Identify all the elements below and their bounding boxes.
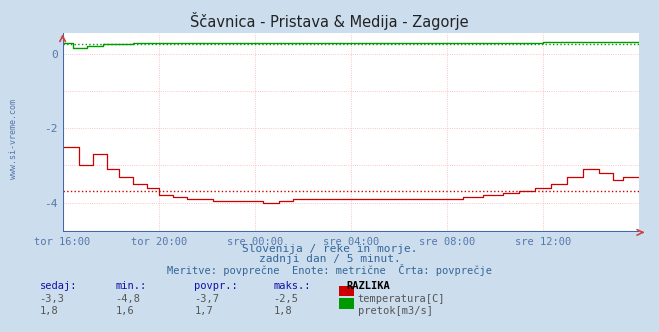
Text: min.:: min.: (115, 281, 146, 290)
Text: maks.:: maks.: (273, 281, 311, 290)
Text: www.si-vreme.com: www.si-vreme.com (9, 100, 18, 179)
Text: temperatura[C]: temperatura[C] (358, 294, 445, 304)
Text: 1,7: 1,7 (194, 306, 213, 316)
Text: -4,8: -4,8 (115, 294, 140, 304)
Text: -2,5: -2,5 (273, 294, 299, 304)
Text: -3,7: -3,7 (194, 294, 219, 304)
Text: RAZLIKA: RAZLIKA (346, 281, 389, 290)
Text: -3,3: -3,3 (40, 294, 65, 304)
Text: Slovenija / reke in morje.: Slovenija / reke in morje. (242, 244, 417, 254)
Text: 1,8: 1,8 (40, 306, 58, 316)
Text: Ščavnica - Pristava & Medija - Zagorje: Ščavnica - Pristava & Medija - Zagorje (190, 12, 469, 30)
Text: 1,6: 1,6 (115, 306, 134, 316)
Text: povpr.:: povpr.: (194, 281, 238, 290)
Text: pretok[m3/s]: pretok[m3/s] (358, 306, 433, 316)
Text: sedaj:: sedaj: (40, 281, 77, 290)
Text: zadnji dan / 5 minut.: zadnji dan / 5 minut. (258, 254, 401, 264)
Text: 1,8: 1,8 (273, 306, 292, 316)
Text: Meritve: povprečne  Enote: metrične  Črta: povprečje: Meritve: povprečne Enote: metrične Črta:… (167, 264, 492, 276)
